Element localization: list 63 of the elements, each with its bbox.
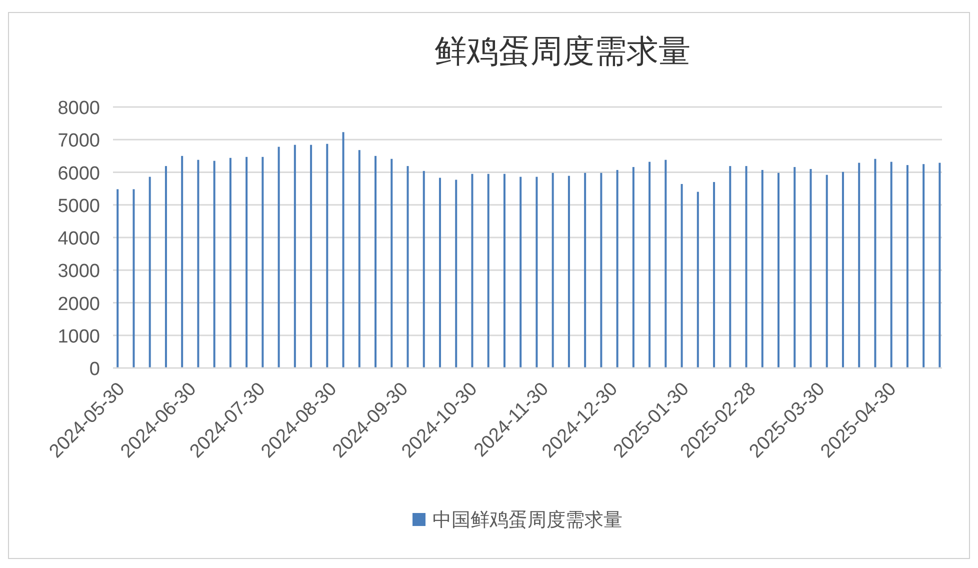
bar	[568, 176, 570, 368]
bar	[132, 189, 135, 368]
bar	[810, 168, 812, 368]
y-tick-label: 4000	[58, 228, 100, 250]
bar	[729, 166, 732, 368]
bar	[600, 172, 602, 368]
y-tick-label: 7000	[58, 130, 100, 152]
bar	[696, 192, 699, 368]
bar	[342, 132, 344, 368]
bar	[148, 176, 151, 368]
y-tick-label: 3000	[58, 261, 100, 282]
bar	[503, 174, 506, 368]
bar	[422, 170, 425, 368]
bar	[487, 174, 490, 368]
bar	[922, 164, 925, 368]
bar	[680, 184, 683, 368]
bar	[536, 176, 538, 368]
bar	[858, 162, 860, 368]
bar	[552, 172, 554, 368]
bar	[938, 162, 941, 368]
bar	[874, 158, 876, 368]
bar	[713, 182, 716, 368]
bar	[778, 172, 780, 368]
bar	[246, 156, 248, 368]
bar	[584, 172, 586, 368]
y-tick-label: 6000	[58, 163, 100, 184]
bar	[745, 166, 748, 368]
bar	[438, 178, 441, 368]
bar	[842, 172, 844, 368]
chart-title: 鲜鸡蛋周度需求量	[434, 33, 690, 69]
bar	[213, 160, 216, 368]
bar	[358, 150, 360, 368]
bar	[455, 180, 458, 368]
bar	[471, 174, 474, 368]
bar	[374, 156, 377, 368]
bar	[406, 166, 409, 368]
bar	[164, 166, 167, 368]
y-tick-label: 0	[89, 359, 100, 380]
legend-label: 中国鲜鸡蛋周度需求量	[432, 509, 622, 531]
y-tick-label: 2000	[58, 294, 100, 315]
bar	[294, 144, 296, 368]
bar	[906, 165, 908, 368]
bar	[794, 167, 796, 368]
bar	[826, 174, 828, 368]
bar	[761, 170, 764, 368]
bar	[616, 170, 618, 368]
bar	[229, 158, 232, 368]
bar	[181, 156, 184, 368]
y-tick-label: 1000	[58, 326, 100, 348]
bar	[116, 189, 119, 368]
y-tick-label: 5000	[58, 196, 100, 217]
bar	[390, 158, 393, 368]
bar	[326, 144, 328, 368]
y-tick-label: 8000	[58, 98, 100, 119]
bar	[648, 162, 651, 368]
bar	[632, 167, 634, 368]
bar	[197, 160, 200, 368]
bar	[664, 160, 667, 368]
bar	[262, 156, 264, 368]
bar	[310, 144, 312, 368]
bar	[890, 162, 892, 368]
bar	[520, 176, 522, 368]
bar	[278, 146, 280, 368]
